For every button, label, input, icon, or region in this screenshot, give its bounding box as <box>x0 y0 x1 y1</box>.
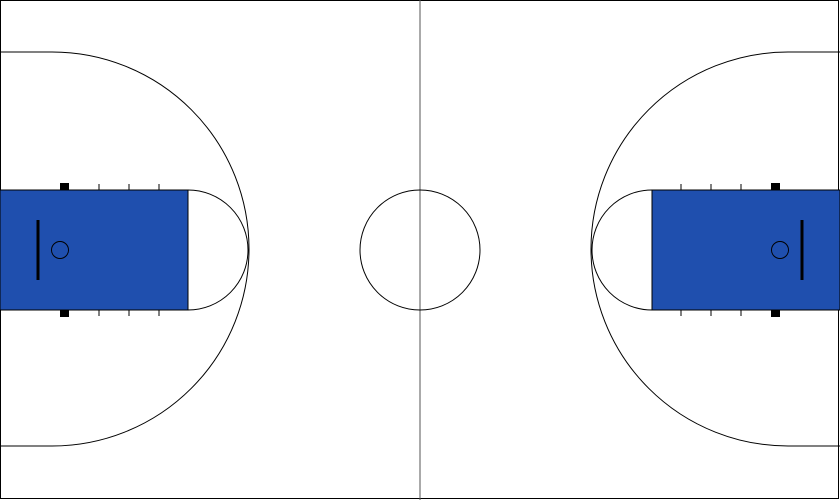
right-free-throw-circle <box>591 189 653 311</box>
left-free-throw-circle <box>187 189 249 311</box>
left-lane-block-top <box>60 183 69 190</box>
right-half <box>590 51 840 447</box>
left-key-paint <box>0 189 189 311</box>
left-half <box>0 51 250 447</box>
center-circle <box>359 189 481 311</box>
right-three-point-line <box>590 51 840 447</box>
left-lane-block-bottom <box>60 310 69 317</box>
left-three-point-line <box>0 51 250 447</box>
right-lane-block-bottom <box>771 310 780 317</box>
right-lane-block-top <box>771 183 780 190</box>
right-hoop <box>771 241 789 259</box>
right-key-paint <box>651 189 840 311</box>
left-hoop <box>51 241 69 259</box>
